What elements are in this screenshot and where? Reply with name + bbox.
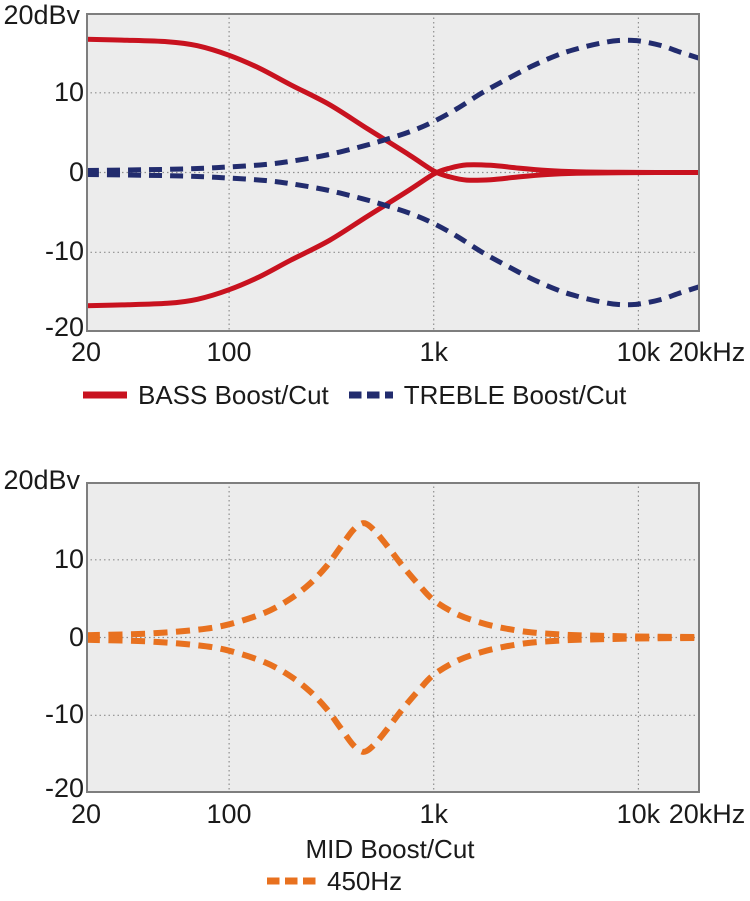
chart-title: MID Boost/Cut	[305, 834, 475, 864]
x-tick-label: 1k	[419, 799, 448, 829]
plot-area	[86, 13, 700, 332]
series-bass-boost	[86, 36, 700, 183]
legend-swatch-line	[348, 391, 393, 399]
legend-swatch-line	[267, 877, 316, 885]
y-axis-unit-label: 20dBv	[3, 0, 80, 30]
plot-background	[86, 13, 700, 332]
x-tick-label: 10k	[616, 337, 661, 367]
x-tick-label: 20kHz	[668, 337, 746, 367]
legend: BASS Boost/Cut TREBLE Boost/Cut	[83, 382, 626, 408]
y-tick-label: 10	[53, 76, 84, 107]
series-bass-cut	[86, 162, 700, 309]
x-tick-label: 20	[70, 337, 102, 367]
legend-label: TREBLE Boost/Cut	[403, 380, 627, 410]
x-tick-label: 20	[70, 799, 102, 829]
legend-item: 450Hz	[267, 868, 402, 894]
plot-background	[86, 482, 700, 793]
plot-border	[86, 482, 700, 793]
y-axis-unit-label: 20dBv	[3, 465, 80, 495]
series-treble-boost	[86, 37, 700, 173]
y-tick-label: -10	[44, 699, 84, 730]
x-tick-label: 20kHz	[668, 799, 746, 829]
y-tick-label: 0	[68, 156, 84, 187]
y-tick-label: -20	[44, 312, 84, 342]
legend-label: BASS Boost/Cut	[138, 380, 329, 410]
series-treble-cut	[86, 172, 700, 308]
x-tick-label: 1k	[419, 337, 448, 367]
legend-swatch-line	[83, 391, 127, 399]
legend-item: BASS Boost/Cut	[83, 382, 329, 408]
y-tick-label: 10	[53, 543, 84, 574]
series-mid-boost-450hz	[86, 520, 700, 641]
legend: 450Hz	[267, 868, 402, 894]
legend-item: TREBLE Boost/Cut	[348, 380, 627, 410]
y-tick-label: 0	[68, 621, 84, 652]
y-tick-label: -20	[44, 773, 84, 803]
plot-border	[86, 13, 700, 332]
x-tick-label: 100	[206, 799, 252, 829]
x-tick-label: 100	[206, 337, 252, 367]
legend-label: 450Hz	[327, 866, 403, 896]
x-tick-label: 10k	[616, 799, 661, 829]
series-mid-cut-450hz	[86, 634, 700, 755]
y-tick-label: -10	[44, 236, 84, 267]
plot-area	[86, 482, 700, 793]
